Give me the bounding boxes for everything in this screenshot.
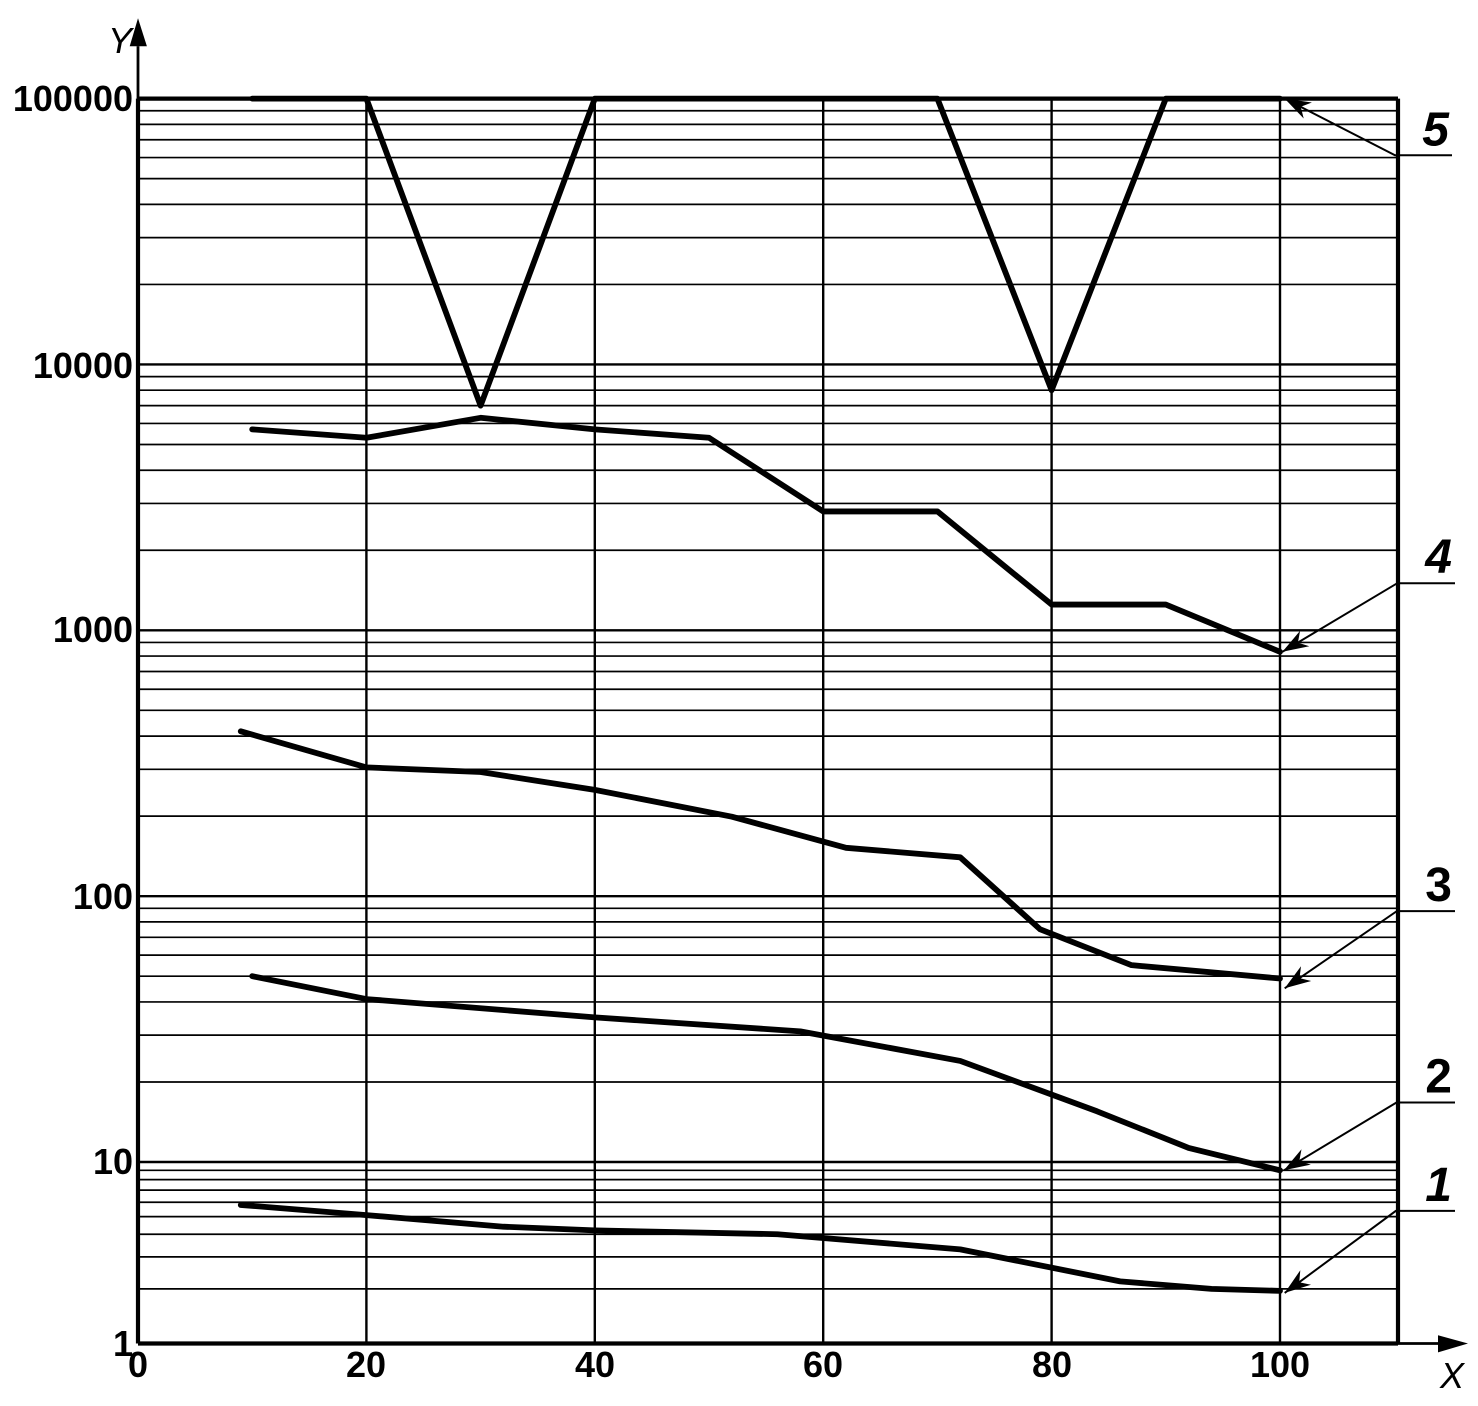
svg-text:4: 4 xyxy=(1424,531,1452,584)
svg-text:100000: 100000 xyxy=(13,78,133,119)
svg-text:Y: Y xyxy=(108,20,135,61)
svg-text:0: 0 xyxy=(128,1344,148,1385)
svg-text:2: 2 xyxy=(1425,1051,1452,1104)
svg-text:5: 5 xyxy=(1422,103,1450,156)
svg-text:40: 40 xyxy=(575,1344,615,1385)
svg-text:10: 10 xyxy=(93,1141,133,1182)
svg-text:3: 3 xyxy=(1425,859,1452,912)
svg-text:100: 100 xyxy=(73,876,133,917)
svg-text:1000: 1000 xyxy=(53,609,133,650)
svg-text:10000: 10000 xyxy=(33,345,133,386)
svg-text:80: 80 xyxy=(1032,1344,1072,1385)
svg-text:100: 100 xyxy=(1250,1344,1310,1385)
svg-text:X: X xyxy=(1439,1355,1466,1396)
svg-text:60: 60 xyxy=(803,1344,843,1385)
svg-text:1: 1 xyxy=(1425,1159,1452,1212)
svg-text:20: 20 xyxy=(346,1344,386,1385)
